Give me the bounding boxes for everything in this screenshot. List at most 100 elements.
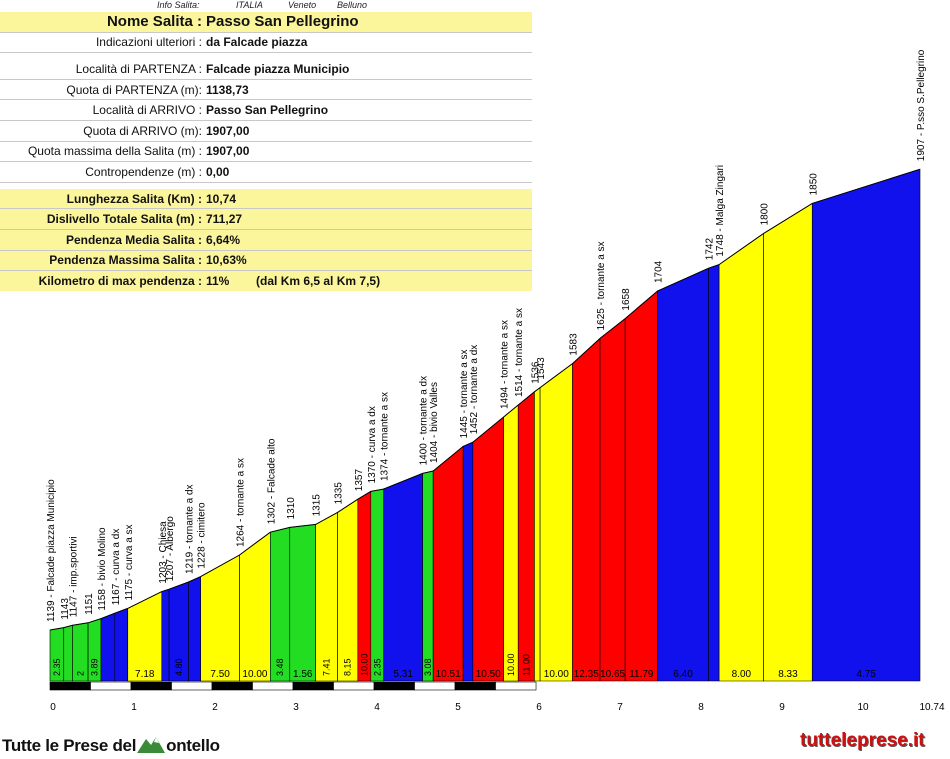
altitude-label: 1147 - imp.sportivi (69, 536, 80, 617)
distance-tick-label: 5 (455, 702, 461, 713)
row-descents: Contropendenze (m) : 0,00 (0, 162, 532, 183)
distance-bar-block (49, 681, 91, 691)
altitude-label: 1907 - P.sso S.Pellegrino (916, 49, 927, 161)
altitude-label: 1219 - tornante a dx (185, 484, 196, 574)
profile-segment (472, 416, 504, 682)
grade-label: 3.89 (90, 658, 100, 676)
distance-tick-label: 4 (374, 702, 380, 713)
altitude-label: 1357 (354, 469, 365, 492)
distance-bar-block (333, 681, 375, 691)
value-max-grade-km: 11% (dal Km 6,5 al Km 7,5) (206, 273, 381, 288)
profile-line (49, 168, 921, 631)
row-end-altitude: Quota di ARRIVO (m): 1907,00 (0, 121, 532, 142)
profile-segment (539, 363, 573, 682)
profile-segment (811, 168, 921, 682)
profile-segment (357, 490, 372, 682)
altitude-label: 1625 - tornante a sx (596, 241, 607, 330)
grade-label: 11.00 (521, 654, 531, 676)
label-start-location: Località di PARTENZA : (75, 61, 202, 76)
profile-segment (572, 337, 601, 682)
distance-bar-block (130, 681, 172, 691)
profile-segment (432, 445, 464, 682)
profile-segment (315, 511, 338, 682)
grade-label: 10.51 (436, 669, 461, 680)
distance-tick-label: 1 (131, 702, 137, 713)
row-max-grade-km: Kilometro di max pendenza : 11% (dal Km … (0, 271, 532, 291)
grade-label: 10.00 (359, 653, 369, 676)
distance-bar-block (211, 681, 253, 691)
altitude-label: 1264 - tornante a sx (236, 458, 247, 547)
distance-tick-label: 7 (617, 702, 623, 713)
altitude-label: 1543 (536, 357, 547, 380)
altitude-label: 1583 (568, 333, 579, 356)
profile-segment (289, 524, 316, 682)
altitude-label: 1494 - tornante a sx (500, 320, 511, 409)
distance-bar-block (373, 681, 415, 691)
profile-segment (63, 624, 73, 682)
grade-label: 7.18 (135, 669, 155, 680)
value-end-altitude: 1907,00 (206, 123, 250, 138)
profile-segment (503, 404, 519, 682)
footer-brand-left: Tutte le Prese del ontello (2, 733, 220, 756)
profile-segment (657, 267, 709, 682)
altitude-label: 1143 (60, 598, 71, 620)
profile-segment (462, 441, 474, 682)
row-climb-name: Nome Salita : Passo San Pellegrino (0, 12, 532, 33)
altitude-label: 1315 (312, 494, 323, 517)
distance-axis: 0 1 2 3 4 5 6 7 8 9 10 10.74 (49, 681, 945, 713)
altitude-label: 1167 - curva a dx (111, 529, 122, 606)
label-end-altitude: Quota di ARRIVO (m): (83, 123, 202, 138)
grade-label: 7.50 (210, 669, 230, 680)
info-header-label: Info Salita: (157, 0, 200, 10)
label-elevation-gain: Dislivello Totale Salita (m) : (46, 212, 202, 227)
distance-tick-label: 2 (212, 702, 218, 713)
distance-tick-label: 0 (50, 702, 56, 713)
label-avg-grade: Pendenza Media Salita : (65, 232, 202, 247)
row-length: Lunghezza Salita (Km) : 10,74 (0, 188, 532, 210)
profile-segment (534, 387, 541, 682)
distance-bar-block (454, 681, 496, 691)
profile-segment (127, 591, 163, 682)
altitude-label: 1175 - curva a sx (124, 524, 135, 600)
mountain-logo-icon (137, 737, 166, 753)
altitude-label: 1207 - Albergo (165, 516, 176, 581)
grade-label: 11.79 (629, 669, 654, 680)
grade-label: 4.80 (174, 658, 184, 676)
grade-label: 10.50 (476, 669, 501, 680)
grade-label: 3.08 (423, 658, 433, 676)
grade-label: 2 (75, 671, 85, 676)
label-descents: Contropendenze (m) : (85, 164, 202, 179)
altitude-label: 1514 - tornante a sx (514, 308, 525, 397)
row-max-altitude: Quota massima della Salita (m) : 1907,00 (0, 142, 532, 163)
distance-tick-label: 3 (293, 702, 299, 713)
altitude-label: 1310 (286, 497, 297, 520)
footer-brand-right: tutteleprese.it (800, 730, 925, 751)
altitude-label: 1302 - Falcade alto (266, 438, 277, 524)
grade-label: 8.15 (343, 658, 353, 676)
grade-labels: 2.35 2 3.89 7.18 4.80 7.50 10.00 3.48 1.56 7.41 8.… (52, 653, 876, 680)
altitude-label: 1742 (705, 238, 716, 261)
grade-label: 10.00 (506, 653, 516, 676)
value-max-altitude: 1907,00 (206, 144, 250, 159)
value-max-grade: 10,63% (206, 253, 247, 268)
info-province: Belluno (337, 0, 368, 10)
grade-label: 5.31 (393, 669, 413, 680)
altitude-label: 1704 (654, 260, 665, 283)
grade-label: 10.00 (544, 669, 569, 680)
value-avg-grade: 6,64% (206, 232, 241, 247)
label-end-location: Località di ARRIVO : (92, 103, 202, 118)
distance-tick-label: 10 (857, 702, 869, 713)
label-climb-name: Nome Salita : (106, 13, 202, 31)
distance-tick-label: 6 (536, 702, 542, 713)
profile-segment (270, 527, 291, 682)
grade-label: 8.00 (732, 669, 752, 680)
distance-bar-block (252, 681, 294, 691)
altitude-label: 1800 (760, 203, 771, 226)
row-extra-info: Indicazioni ulteriori : da Falcade piazz… (0, 33, 532, 54)
distance-bar-block (414, 681, 456, 691)
profile-segment (161, 588, 170, 682)
altitude-label: 1335 (334, 482, 345, 505)
grade-label: 6.40 (673, 669, 693, 680)
